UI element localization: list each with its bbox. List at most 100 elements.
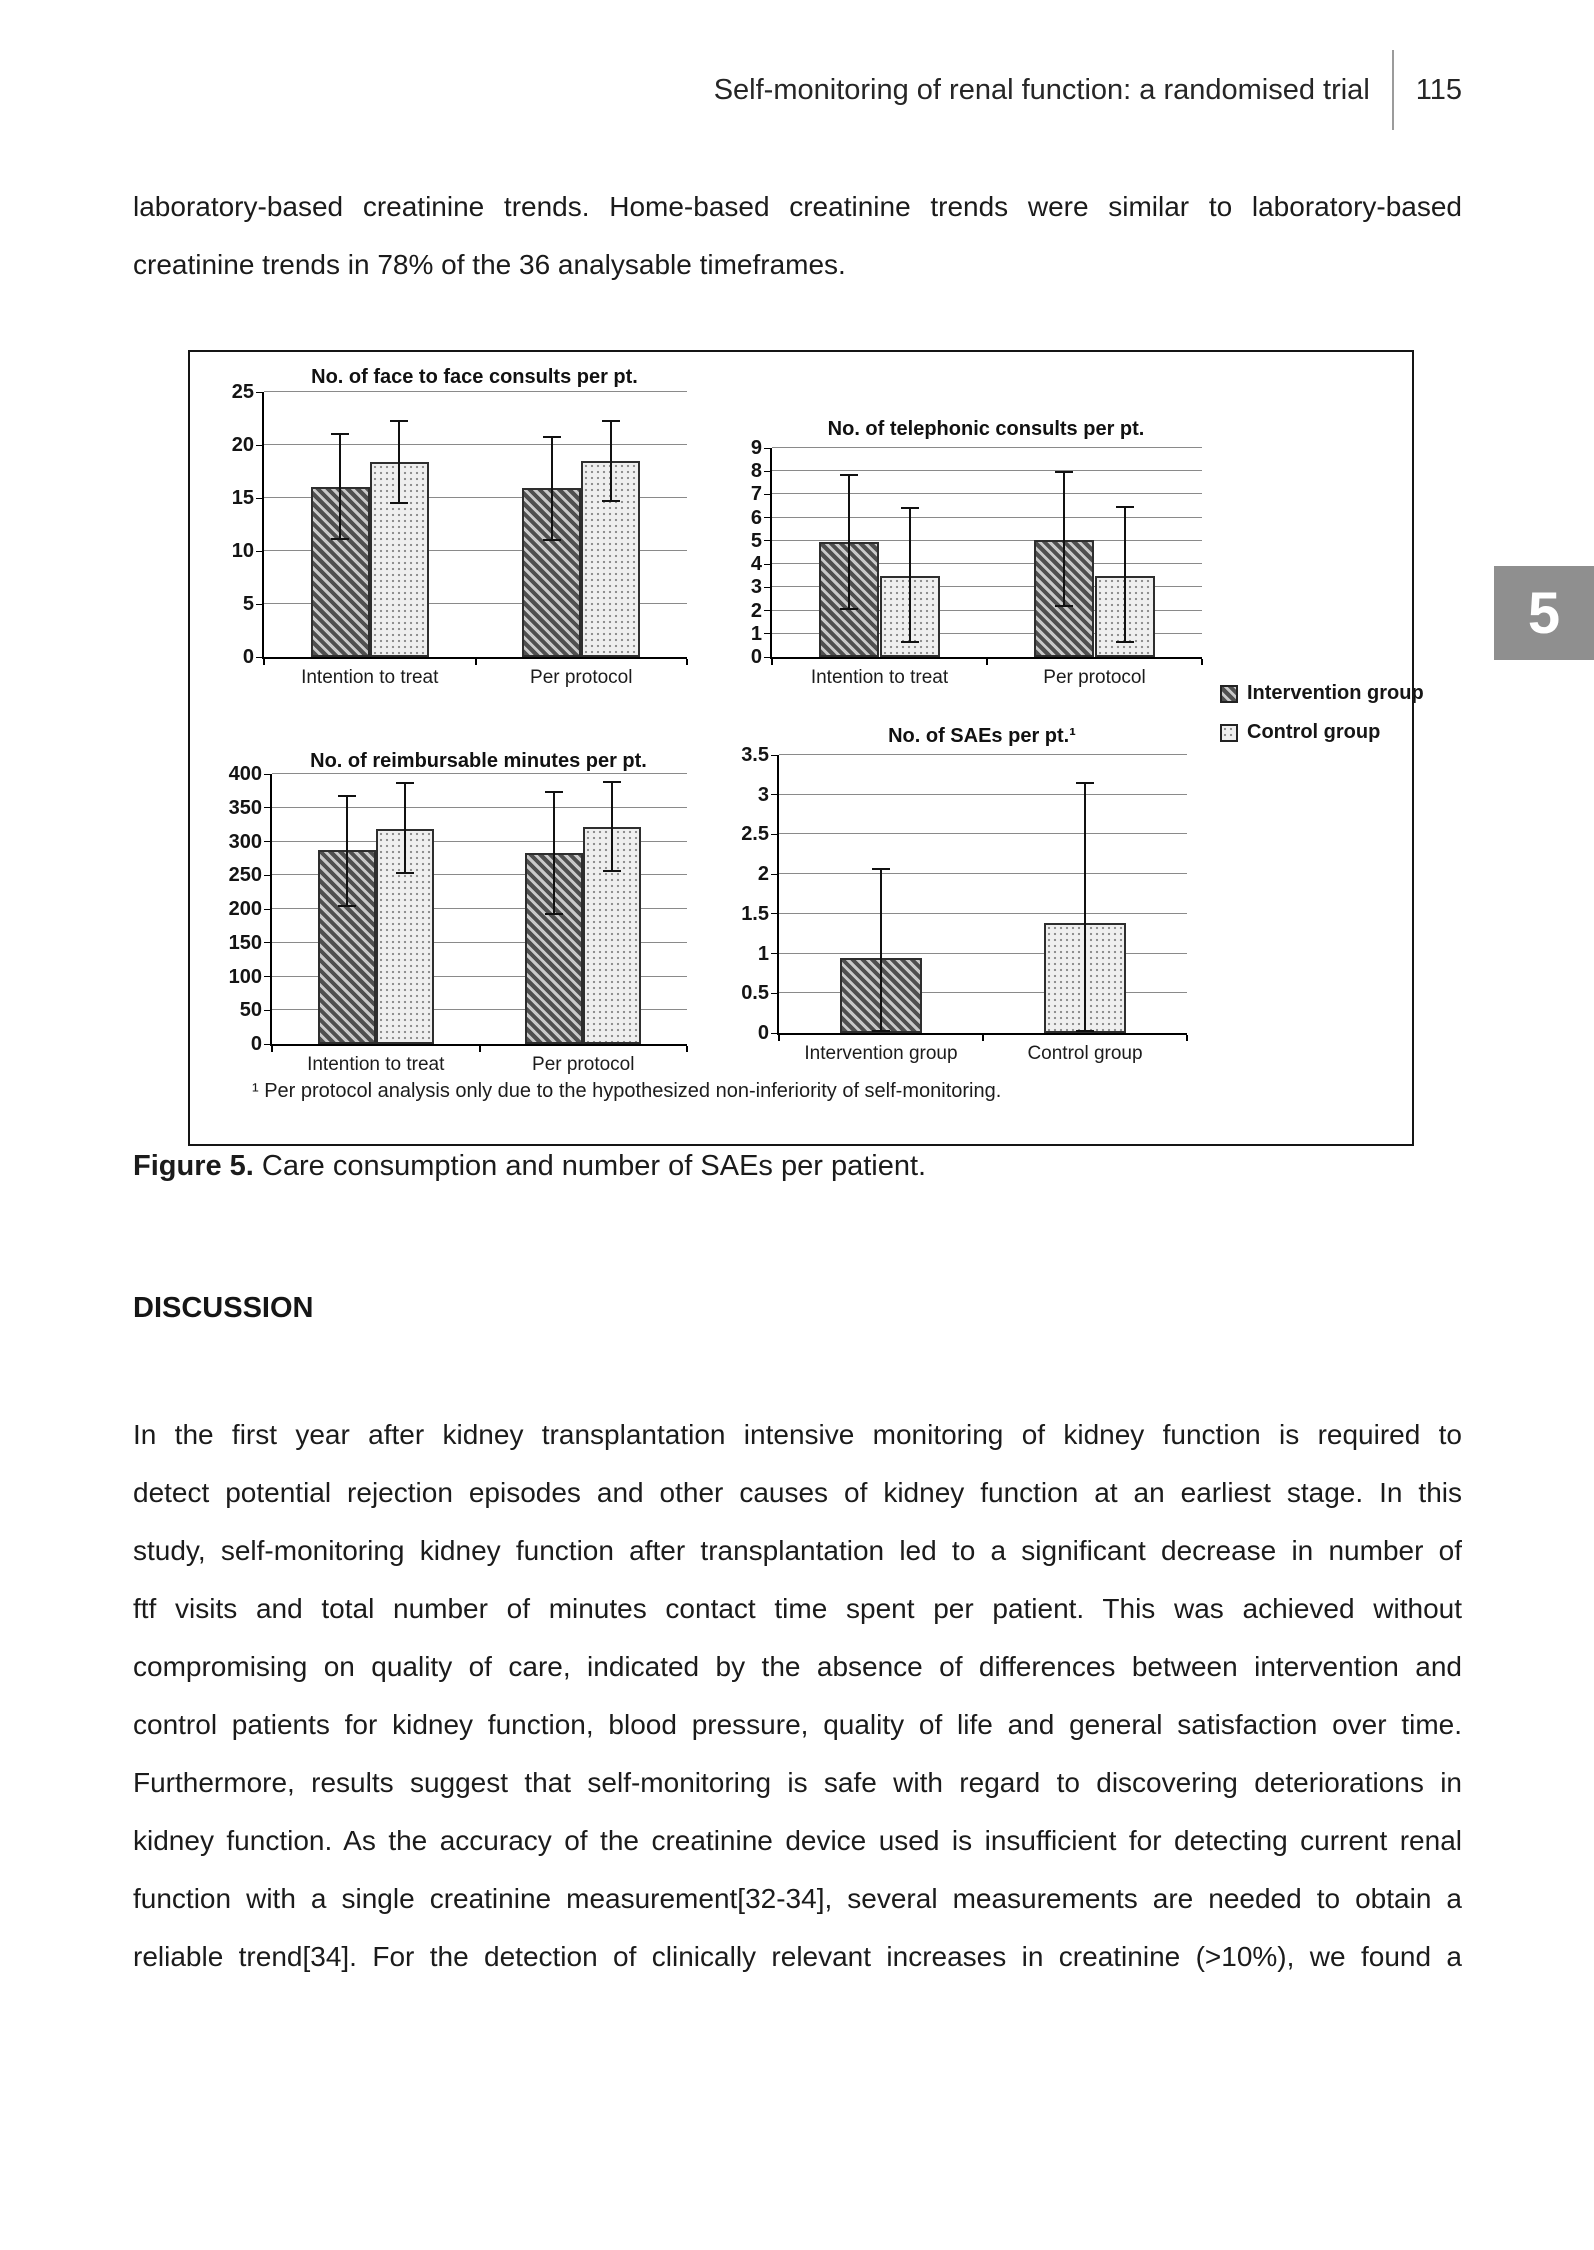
figure-caption-text: Care consumption and number of SAEs per … bbox=[261, 1150, 927, 1182]
x-axis-label: Intention to treat bbox=[301, 667, 439, 688]
y-tick-label: 7 bbox=[750, 483, 762, 506]
y-tick-label: 2 bbox=[757, 863, 769, 886]
y-tick-label: 9 bbox=[750, 437, 762, 459]
dotted-square-icon bbox=[1220, 723, 1238, 742]
gridline bbox=[264, 603, 687, 604]
x-axis-label: Intention to treat bbox=[810, 667, 949, 688]
y-tick-mark bbox=[771, 794, 777, 796]
chart-plot-area: 0 5 10 15 20 25 Intention to treat Per protocol bbox=[232, 381, 688, 688]
error-bar-cap bbox=[337, 905, 356, 908]
paragraph-line: Furthermore, results suggest that self-m… bbox=[133, 1767, 1462, 1798]
x-tick-mark bbox=[771, 659, 773, 665]
chart-title: No. of reimbursable minutes per pt. bbox=[310, 750, 647, 772]
y-tick-label: 6 bbox=[750, 506, 762, 529]
error-bar-line bbox=[848, 474, 851, 610]
paragraph-line: detect potential rejection episodes and … bbox=[133, 1477, 1462, 1508]
y-tick-mark bbox=[771, 754, 777, 756]
x-tick-mark bbox=[1186, 1035, 1188, 1041]
error-bar-cap bbox=[331, 538, 350, 541]
y-tick-mark bbox=[764, 656, 770, 658]
y-tick-mark bbox=[771, 1032, 777, 1034]
gridline bbox=[779, 793, 1187, 795]
paragraph-line: compromising on quality of care, indicat… bbox=[133, 1651, 1462, 1682]
y-tick-label: 350 bbox=[228, 796, 262, 819]
error-bar-cap bbox=[840, 473, 859, 476]
y-tick-label: 2 bbox=[750, 599, 762, 622]
error-bar-cap bbox=[872, 1029, 890, 1032]
error-bar-line bbox=[553, 791, 556, 915]
y-tick-label: 3.5 bbox=[741, 744, 769, 766]
error-bar-cap bbox=[395, 781, 414, 784]
y-tick-label: 3 bbox=[750, 576, 762, 599]
error-bar-cap bbox=[900, 640, 919, 643]
y-tick-mark bbox=[264, 1009, 270, 1011]
y-tick-mark bbox=[764, 447, 770, 449]
gridline bbox=[772, 493, 1202, 495]
error-bar-line bbox=[398, 420, 401, 504]
gridline bbox=[779, 833, 1187, 835]
intro-paragraph: laboratory-based creatinine trends. Home… bbox=[133, 178, 1462, 294]
y-tick-label: 4 bbox=[750, 553, 762, 576]
y-tick-mark bbox=[264, 807, 270, 809]
figure-footnote: ¹ Per protocol analysis only due to the … bbox=[252, 1080, 1002, 1102]
error-bar-line bbox=[1084, 782, 1086, 1031]
paragraph-line: study, self-monitoring kidney function a… bbox=[133, 1535, 1462, 1566]
header-divider bbox=[1391, 50, 1394, 130]
legend-item: Intervention group bbox=[1220, 682, 1424, 705]
gridline bbox=[272, 773, 687, 774]
chart-title: No. of telephonic consults per pt. bbox=[827, 418, 1145, 440]
y-tick-mark bbox=[764, 540, 770, 542]
y-tick-label: 0 bbox=[250, 1033, 262, 1055]
x-tick-mark bbox=[778, 1035, 780, 1041]
chart-saes-per-patient: No. of SAEs per pt.¹ 0 0.5 1 1.5 2 2.5 3 3.5 Int… bbox=[721, 725, 1188, 1079]
error-bar-line bbox=[611, 782, 614, 871]
y-tick-mark bbox=[256, 444, 262, 446]
y-tick-label: 25 bbox=[231, 381, 254, 403]
gridline bbox=[264, 444, 687, 445]
gridline bbox=[772, 447, 1202, 448]
x-tick-mark bbox=[474, 659, 477, 665]
gridline bbox=[272, 941, 687, 943]
y-tick-mark bbox=[264, 773, 270, 775]
chapter-number-tab: 5 bbox=[1494, 566, 1594, 660]
x-axis-label: Per protocol bbox=[530, 667, 633, 688]
gridline bbox=[779, 952, 1187, 954]
error-bar-line bbox=[1123, 507, 1126, 642]
y-tick-mark bbox=[771, 873, 777, 875]
gridline bbox=[779, 873, 1187, 875]
paragraph-line: function with a single creatinine measur… bbox=[133, 1883, 1462, 1914]
error-bar-cap bbox=[900, 507, 919, 510]
error-bar-line bbox=[609, 420, 612, 502]
y-tick-label: 250 bbox=[228, 864, 262, 887]
chart-plot-area: 0 0.5 1 1.5 2 2.5 3 3.5 Intervention group Contro… bbox=[741, 744, 1188, 1064]
error-bar-line bbox=[880, 868, 882, 1031]
y-tick-label: 1 bbox=[757, 942, 769, 965]
gridline bbox=[772, 470, 1202, 472]
y-tick-mark bbox=[764, 563, 770, 565]
error-bar-cap bbox=[545, 790, 564, 793]
error-bar-cap bbox=[390, 419, 409, 422]
y-tick-label: 200 bbox=[228, 898, 262, 920]
x-axis-label: Intention to treat bbox=[307, 1054, 445, 1075]
y-tick-label: 0.5 bbox=[741, 982, 769, 1005]
error-bar-cap bbox=[545, 913, 564, 916]
discussion-paragraph: In the first year after kidney transplan… bbox=[133, 1406, 1462, 1986]
error-bar-cap bbox=[840, 608, 859, 611]
error-bar-cap bbox=[390, 502, 409, 505]
x-axis-label: Intervention group bbox=[804, 1043, 958, 1064]
y-tick-mark bbox=[764, 610, 770, 612]
error-bar-line bbox=[339, 434, 342, 540]
error-bar-cap bbox=[601, 419, 620, 422]
error-bar-cap bbox=[872, 867, 890, 870]
chart-plot-area: 0 50 100 150 200 250 300 350 400 Intention to tre… bbox=[229, 763, 688, 1075]
y-tick-label: 2.5 bbox=[741, 823, 769, 846]
error-bar-cap bbox=[1055, 604, 1074, 607]
y-tick-label: 10 bbox=[231, 540, 254, 562]
error-bar-cap bbox=[603, 781, 622, 784]
error-bar-line bbox=[1063, 472, 1066, 606]
error-bar-cap bbox=[1115, 640, 1134, 643]
figure-caption-label: Figure 5. bbox=[133, 1150, 254, 1182]
y-tick-mark bbox=[256, 497, 262, 499]
chart-face-to-face-consults: No. of face to face consults per pt. 0 5 1… bbox=[200, 366, 688, 703]
